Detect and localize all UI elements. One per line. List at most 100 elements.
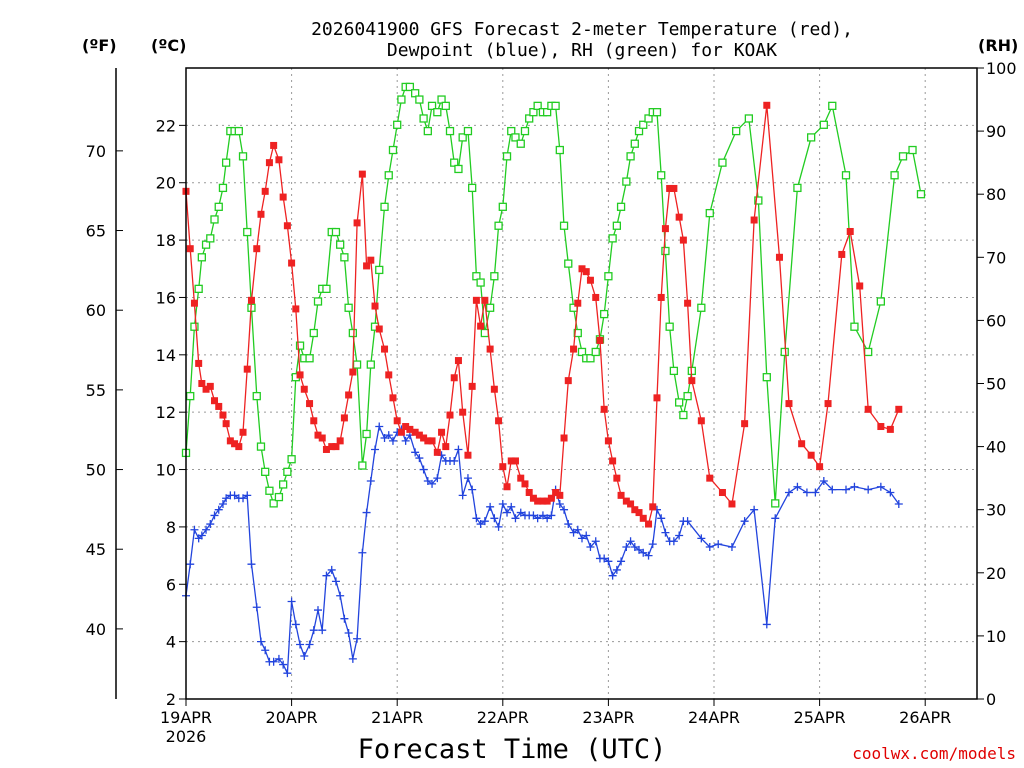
data-point-marker xyxy=(480,328,489,338)
data-point-marker xyxy=(762,620,771,629)
data-point-marker xyxy=(529,108,538,117)
data-point-marker xyxy=(309,626,318,635)
data-point-marker xyxy=(683,391,692,401)
data-point-marker xyxy=(375,325,383,333)
data-point-marker xyxy=(718,488,726,496)
plot-frame xyxy=(185,67,978,700)
data-point-marker xyxy=(586,354,595,363)
data-point-marker xyxy=(190,525,199,534)
data-point-marker xyxy=(657,514,666,523)
data-point-marker xyxy=(573,525,582,534)
data-point-marker xyxy=(864,485,873,494)
data-point-marker xyxy=(612,565,621,574)
data-point-marker xyxy=(819,120,828,129)
data-point-marker xyxy=(811,488,820,497)
data-point-marker xyxy=(850,322,859,331)
data-point-marker xyxy=(472,272,481,281)
data-point-marker xyxy=(288,259,296,267)
data-point-marker xyxy=(807,451,815,459)
data-point-marker xyxy=(437,95,446,104)
data-point-marker xyxy=(645,520,653,528)
series-dewpoint xyxy=(182,422,903,678)
celsius-tick-label: 14 xyxy=(156,346,176,365)
data-point-marker xyxy=(472,296,480,304)
data-point-marker xyxy=(206,520,215,529)
data-point-marker xyxy=(352,360,362,369)
data-point-marker xyxy=(653,394,661,402)
data-point-marker xyxy=(363,262,371,270)
data-point-marker xyxy=(828,101,837,111)
data-point-marker xyxy=(697,303,706,312)
data-point-marker xyxy=(331,227,341,237)
data-point-marker xyxy=(543,108,552,117)
data-point-marker xyxy=(438,428,446,436)
data-point-marker xyxy=(876,297,885,306)
data-point-marker xyxy=(322,284,331,294)
data-point-marker xyxy=(617,557,626,566)
data-point-marker xyxy=(816,463,824,471)
data-point-marker xyxy=(433,474,442,483)
fahrenheit-tick-label: 40 xyxy=(86,620,106,639)
rh-tick-label: 40 xyxy=(986,438,1006,457)
data-point-marker xyxy=(740,517,749,526)
data-point-marker xyxy=(578,534,586,543)
data-point-marker xyxy=(243,227,252,237)
data-point-marker xyxy=(201,240,211,249)
series-line xyxy=(185,86,922,505)
data-point-marker xyxy=(916,190,926,199)
data-point-marker xyxy=(516,139,525,148)
celsius-tick-label: 20 xyxy=(156,174,176,193)
data-point-marker xyxy=(570,345,578,353)
fahrenheit-tick-label: 60 xyxy=(86,301,106,320)
data-point-marker xyxy=(381,345,389,353)
data-point-marker xyxy=(358,170,366,178)
data-point-marker xyxy=(336,437,344,445)
data-point-marker xyxy=(450,374,458,382)
data-point-marker xyxy=(327,565,336,574)
data-point-marker xyxy=(490,514,499,523)
data-point-marker xyxy=(612,221,621,230)
data-point-marker xyxy=(270,141,278,149)
data-point-marker xyxy=(555,499,564,508)
data-point-marker xyxy=(630,542,639,551)
data-point-marker xyxy=(675,213,683,221)
data-point-marker xyxy=(564,259,573,268)
data-point-marker xyxy=(494,522,503,531)
data-point-marker xyxy=(415,454,424,463)
data-point-marker xyxy=(190,299,198,307)
data-point-marker xyxy=(490,385,498,393)
data-point-marker xyxy=(295,341,305,350)
data-point-marker xyxy=(296,371,304,379)
data-point-marker xyxy=(344,629,353,638)
data-point-marker xyxy=(366,477,375,486)
data-point-marker xyxy=(349,368,357,376)
data-point-marker xyxy=(353,634,362,643)
data-point-marker xyxy=(380,202,389,211)
data-point-marker xyxy=(415,95,424,104)
data-point-marker xyxy=(234,126,243,136)
data-point-marker xyxy=(279,193,287,201)
data-point-marker xyxy=(287,455,296,464)
rh-tick-label: 100 xyxy=(986,59,1017,78)
data-point-marker xyxy=(538,511,547,520)
data-point-marker xyxy=(525,488,533,496)
data-point-marker xyxy=(824,400,832,408)
data-point-marker xyxy=(622,177,631,186)
data-point-marker xyxy=(582,268,590,276)
celsius-tick-label: 18 xyxy=(156,231,176,250)
data-point-marker xyxy=(600,405,608,413)
data-point-marker xyxy=(358,461,367,470)
data-point-marker xyxy=(495,417,503,425)
data-point-marker xyxy=(529,494,537,502)
data-point-marker xyxy=(622,542,631,551)
data-point-marker xyxy=(793,183,802,193)
data-point-marker xyxy=(507,502,516,511)
data-point-marker xyxy=(300,385,308,393)
data-point-marker xyxy=(511,457,519,465)
data-point-marker xyxy=(458,133,467,142)
rh-axis-ticks: 0 10 20 30 40 50 60 70 80 90 100 xyxy=(977,59,1017,709)
data-point-marker xyxy=(616,202,626,211)
data-point-marker xyxy=(679,236,687,244)
data-point-marker xyxy=(600,554,609,563)
data-point-marker xyxy=(331,577,340,586)
